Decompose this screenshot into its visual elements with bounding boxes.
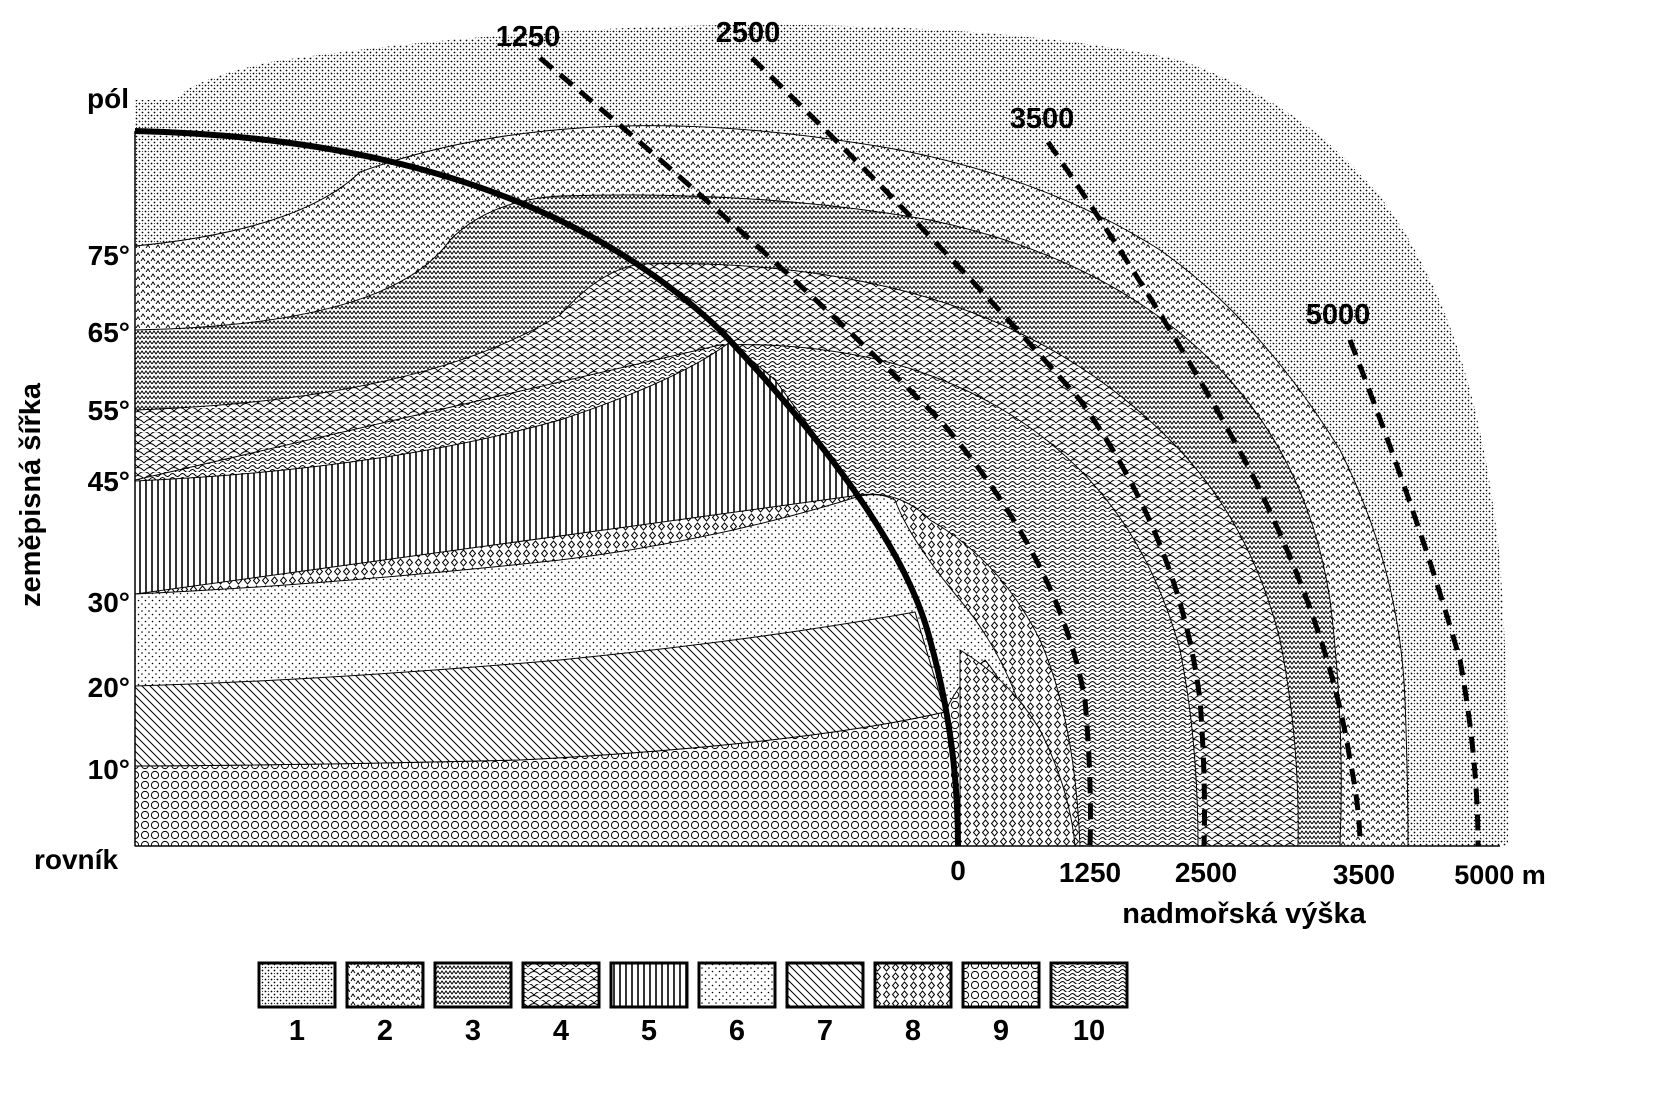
legend-label-5: 5 [641, 1015, 657, 1047]
lat-tick-30: 30° [88, 587, 130, 618]
alt-tick-1250: 1250 [1059, 857, 1121, 888]
legend-label-8: 8 [905, 1015, 921, 1047]
lat-tick-45: 45° [88, 466, 130, 497]
isoline-1250 [538, 56, 1093, 847]
altitude-isolines [538, 56, 1481, 847]
alt-tick-5000: 5000 m [1454, 860, 1546, 890]
isoline-5000 [1347, 339, 1481, 847]
equator-label: rovník [34, 844, 118, 875]
contour-label-1250: 1250 [496, 21, 561, 53]
legend-swatch-5 [609, 961, 689, 1009]
alt-tick-2500: 2500 [1175, 857, 1237, 888]
contour-label-2500: 2500 [716, 17, 781, 49]
contour-label-5000: 5000 [1306, 299, 1371, 331]
legend-label-6: 6 [729, 1015, 745, 1047]
isoline-3500 [1045, 140, 1363, 847]
legend-swatch-2 [345, 961, 425, 1009]
legend-swatch-10 [1049, 961, 1129, 1009]
legend-swatch-9 [961, 961, 1041, 1009]
lat-tick-10: 10° [88, 754, 130, 785]
alt-tick-0: 0 [950, 855, 966, 886]
legend-label-9: 9 [993, 1015, 1009, 1047]
legend-swatch-4 [521, 961, 601, 1009]
legend-swatch-8 [873, 961, 953, 1009]
zones [134, 24, 1509, 847]
legend-swatch-3 [433, 961, 513, 1009]
legend-swatch-6 [697, 961, 777, 1009]
x-axis-title: nadmořská výška [1122, 898, 1366, 930]
legend-label-1: 1 [289, 1015, 305, 1047]
legend-swatch-1 [257, 961, 337, 1009]
y-axis-title: zeměpisná šířka [15, 382, 47, 607]
latitude-ticks: 75° 65° 55° 45° 30° 20° 10° [88, 240, 130, 785]
sea-level-curve [134, 128, 961, 847]
lat-tick-65: 65° [88, 317, 130, 348]
legend: 1 2 3 4 5 6 7 8 9 10 [257, 961, 1129, 1047]
legend-label-3: 3 [465, 1015, 481, 1047]
legend-label-7: 7 [817, 1015, 833, 1047]
legend-label-10: 10 [1073, 1015, 1105, 1047]
lat-tick-55: 55° [88, 395, 130, 426]
legend-label-4: 4 [553, 1015, 569, 1047]
altitude-ticks: 0 1250 2500 3500 5000 m [950, 855, 1546, 890]
lat-tick-75: 75° [88, 240, 130, 271]
alt-tick-3500: 3500 [1333, 859, 1395, 890]
lat-tick-20: 20° [88, 672, 130, 703]
zone-9-lower [959, 649, 1076, 847]
contour-label-3500: 3500 [1010, 103, 1075, 135]
legend-swatch-7 [785, 961, 865, 1009]
legend-label-2: 2 [377, 1015, 393, 1047]
pole-label: pól [87, 83, 129, 114]
